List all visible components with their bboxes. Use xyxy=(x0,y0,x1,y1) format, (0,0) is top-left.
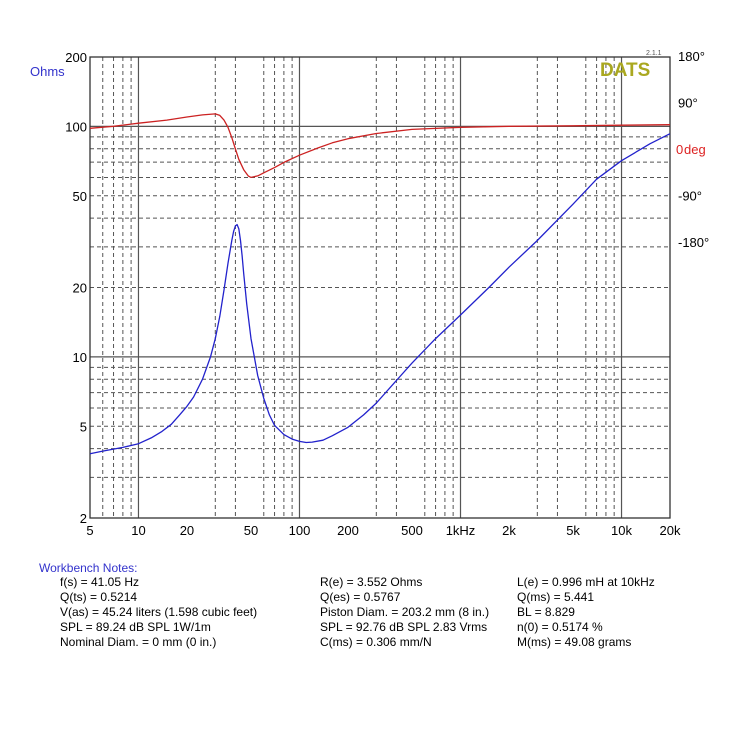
note-fs: f(s) = 41.05 Hz xyxy=(60,575,140,589)
x-tick-label: 200 xyxy=(337,523,359,538)
notes-column-1: f(s) = 41.05 Hz Q(ts) = 0.5214 V(as) = 4… xyxy=(60,575,257,650)
note-spl-1w: SPL = 89.24 dB SPL 1W/1m xyxy=(60,620,211,634)
y-left-tick-label: 5 xyxy=(80,419,87,434)
note-re: R(e) = 3.552 Ohms xyxy=(320,575,423,589)
y-right-tick-label: 180° xyxy=(678,49,705,64)
notes-title: Workbench Notes: xyxy=(39,561,138,575)
x-tick-label: 20k xyxy=(660,523,681,538)
grid xyxy=(89,56,671,519)
y-left-tick-label: 10 xyxy=(73,350,87,365)
notes-column-2: R(e) = 3.552 Ohms Q(es) = 0.5767 Piston … xyxy=(320,575,489,650)
x-tick-label: 20 xyxy=(180,523,194,538)
note-spl-vrms: SPL = 92.76 dB SPL 2.83 Vrms xyxy=(320,620,488,634)
y-left-tick-label: 200 xyxy=(65,50,87,65)
y-left-tick-label: 50 xyxy=(73,189,87,204)
y-right-tick-label: 90° xyxy=(678,96,698,111)
x-tick-label: 10 xyxy=(131,523,145,538)
x-tick-label: 5k xyxy=(566,523,580,538)
y-left-tick-label: 100 xyxy=(65,119,87,134)
note-qms: Q(ms) = 5.441 xyxy=(517,590,595,604)
phase-curve xyxy=(89,113,671,179)
x-tick-label: 10k xyxy=(611,523,632,538)
axis-labels: 5 10 20 50 100 200 500 1kHz 2k 5k 10k 20k2510205010… xyxy=(30,49,709,538)
y-left-axis-title: Ohms xyxy=(30,64,65,79)
note-mms: M(ms) = 49.08 grams xyxy=(517,635,632,649)
x-tick-label: 100 xyxy=(289,523,311,538)
notes-column-3: L(e) = 0.996 mH at 10kHz Q(ms) = 5.441 B… xyxy=(517,575,655,650)
note-cms: C(ms) = 0.306 mm/N xyxy=(320,635,432,649)
x-tick-label: 5 xyxy=(86,523,93,538)
note-qes: Q(es) = 0.5767 xyxy=(320,590,401,604)
note-le: L(e) = 0.996 mH at 10kHz xyxy=(517,575,655,589)
note-qts: Q(ts) = 0.5214 xyxy=(60,590,138,604)
note-nominal-diam: Nominal Diam. = 0 mm (0 in.) xyxy=(60,635,217,649)
note-piston-diam: Piston Diam. = 203.2 mm (8 in.) xyxy=(320,605,490,619)
y-left-tick-label: 2 xyxy=(80,511,87,526)
x-tick-label: 2k xyxy=(502,523,516,538)
impedance-chart: 5 10 20 50 100 200 500 1kHz 2k 5k 10k 20k2510205010… xyxy=(30,49,709,538)
impedance-curve xyxy=(89,133,671,455)
y-right-tick-label: -90° xyxy=(678,189,702,204)
x-tick-label: 500 xyxy=(401,523,423,538)
x-tick-label: 1kHz xyxy=(446,523,476,538)
y-right-tick-label: 0 xyxy=(676,142,683,157)
version-label: 2.1.1 xyxy=(646,50,662,57)
y-right-tick-label: -180° xyxy=(678,235,709,250)
y-left-tick-label: 20 xyxy=(73,281,87,296)
note-n0: n(0) = 0.5174 % xyxy=(517,620,603,634)
series-layer xyxy=(89,113,671,455)
plot-frame xyxy=(89,56,671,519)
note-vas: V(as) = 45.24 liters (1.598 cubic feet) xyxy=(60,605,258,619)
y-right-axis-title: deg xyxy=(684,142,706,157)
note-bl: BL = 8.829 xyxy=(517,605,575,619)
x-tick-label: 50 xyxy=(244,523,258,538)
dats-logo: DATS xyxy=(600,60,650,81)
